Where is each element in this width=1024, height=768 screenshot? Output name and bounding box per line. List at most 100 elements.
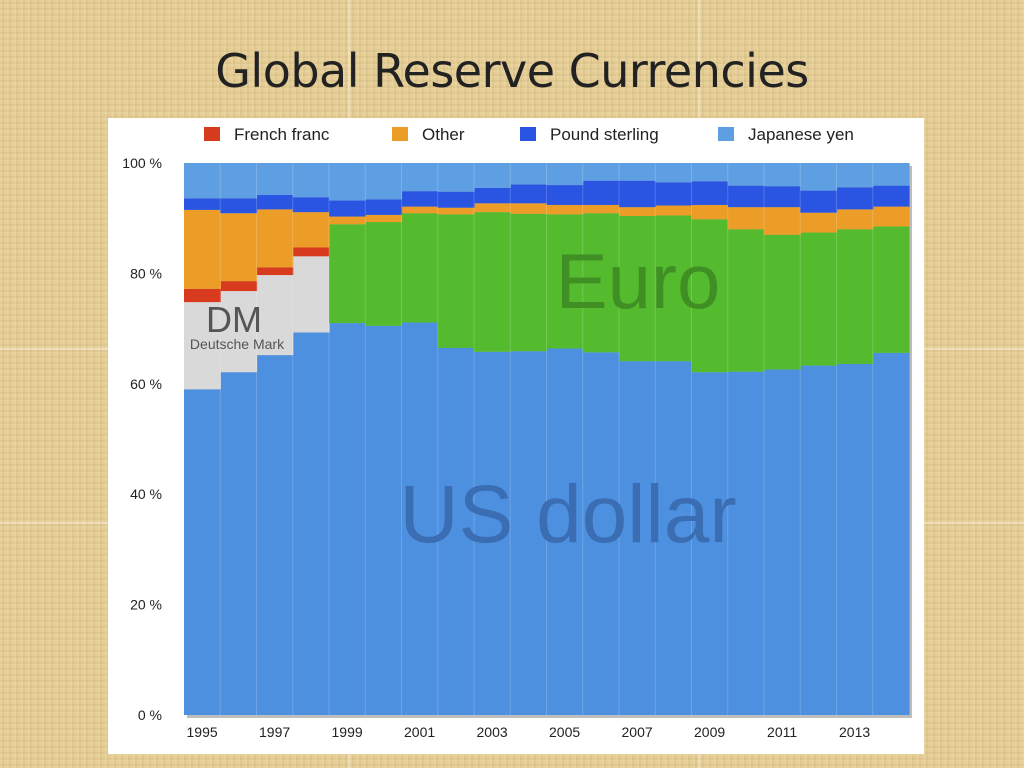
area-segment-other: [474, 203, 511, 213]
area-segment-french-franc: [292, 247, 330, 257]
area-segment-japanese-yen: [329, 163, 366, 201]
legend-swatch-french-franc: [204, 127, 220, 141]
area-segment-euro: [872, 226, 910, 353]
legend-label-other: Other: [422, 125, 465, 144]
area-segment-us-dollar: [365, 325, 403, 715]
series-label-us-dollar: US dollar: [399, 469, 736, 560]
area-segment-other: [582, 204, 620, 214]
area-segment-other: [764, 207, 801, 235]
y-tick-label: 100 %: [122, 155, 162, 171]
area-segment-euro: [800, 232, 838, 366]
area-segment-japanese-yen: [546, 163, 584, 186]
area-segment-euro: [510, 213, 548, 352]
area-segment-pound-sterling: [582, 180, 620, 205]
area-segment-pound-sterling: [401, 191, 439, 207]
area-segment-japanese-yen: [800, 163, 838, 191]
area-segment-pound-sterling: [691, 181, 729, 205]
x-tick-label: 2001: [404, 724, 435, 740]
series-label-dm: DM: [206, 299, 262, 340]
area-segment-pound-sterling: [292, 197, 330, 213]
y-tick-label: 0 %: [138, 707, 162, 723]
area-segment-other: [727, 207, 765, 230]
area-segment-pound-sterling: [365, 199, 403, 215]
x-tick-label: 1995: [187, 724, 218, 740]
area-segment-us-dollar: [655, 361, 693, 715]
area-segment-us-dollar: [619, 361, 656, 715]
area-segment-pound-sterling: [437, 191, 475, 208]
area-segment-pound-sterling: [184, 198, 221, 210]
area-segment-euro: [329, 224, 366, 324]
chart-panel: 0 % 20 % 40 % 60 % 80 % 100 % 1995 1997 1999 2001…: [108, 118, 924, 754]
area-segment-us-dollar: [184, 389, 221, 715]
area-segment-japanese-yen: [365, 163, 403, 200]
area-segment-japanese-yen: [437, 163, 475, 192]
area-segment-japanese-yen: [582, 163, 620, 181]
area-segment-pound-sterling: [727, 185, 765, 208]
area-segment-pound-sterling: [872, 185, 910, 207]
area-segment-euro: [546, 214, 584, 349]
area-segment-pound-sterling: [474, 187, 511, 204]
area-segment-us-dollar: [256, 355, 294, 715]
area-segment-japanese-yen: [292, 163, 330, 198]
area-segment-pound-sterling: [655, 182, 693, 206]
area-segment-japanese-yen: [184, 163, 221, 199]
area-segment-euro: [655, 215, 693, 362]
area-segment-other: [437, 207, 475, 215]
y-tick-label: 40 %: [130, 486, 162, 502]
area-segment-deutsche-mark: [256, 275, 294, 356]
series-sublabel-deutsche-mark: Deutsche Mark: [190, 336, 285, 352]
area-segment-other: [510, 203, 548, 214]
area-segment-deutsche-mark: [220, 291, 258, 373]
area-segment-deutsche-mark: [292, 256, 330, 333]
area-segment-us-dollar: [292, 332, 330, 715]
x-tick-label: 1999: [332, 724, 363, 740]
area-segment-french-franc: [220, 281, 258, 292]
area-segment-japanese-yen: [691, 163, 729, 182]
area-segment-other: [220, 213, 258, 282]
area-segment-euro: [474, 212, 511, 352]
x-tick-label: 2005: [549, 724, 580, 740]
area-segment-pound-sterling: [800, 190, 838, 213]
legend-swatch-japanese-yen: [718, 127, 734, 141]
area-segment-us-dollar: [220, 372, 258, 715]
area-segment-japanese-yen: [764, 163, 801, 187]
area-segment-japanese-yen: [836, 163, 874, 188]
area-segment-other: [655, 205, 693, 216]
area-segment-euro: [365, 222, 403, 326]
area-segment-pound-sterling: [329, 200, 366, 217]
area-segment-us-dollar: [437, 347, 475, 715]
area-segment-pound-sterling: [836, 187, 874, 210]
area-segment-japanese-yen: [655, 163, 693, 183]
area-segment-japanese-yen: [510, 163, 548, 185]
x-tick-label: 2011: [767, 724, 797, 740]
page-title: Global Reserve Currencies: [215, 44, 809, 98]
area-segment-us-dollar: [764, 369, 801, 715]
x-tick-label: 2003: [477, 724, 508, 740]
area-segment-us-dollar: [474, 351, 511, 715]
area-segment-us-dollar: [836, 363, 874, 715]
x-tick-label: 2007: [622, 724, 653, 740]
area-segment-us-dollar: [546, 348, 584, 715]
area-segment-euro: [619, 215, 656, 362]
area-segment-other: [546, 204, 584, 215]
legend-label-french-franc: French franc: [234, 125, 330, 144]
area-segment-us-dollar: [510, 351, 548, 715]
area-segment-us-dollar: [872, 352, 910, 715]
area-segment-euro: [437, 214, 475, 348]
area-segment-other: [836, 209, 874, 230]
area-segment-us-dollar: [329, 323, 366, 715]
area-segment-japanese-yen: [220, 163, 258, 199]
area-segment-other: [256, 209, 294, 268]
series-label-euro: Euro: [556, 237, 721, 325]
area-segment-other: [329, 216, 366, 225]
area-segment-euro: [691, 219, 729, 373]
area-segment-euro: [582, 213, 620, 353]
area-segment-japanese-yen: [727, 163, 765, 186]
area-segment-euro: [401, 213, 439, 323]
area-segment-euro: [764, 234, 801, 370]
legend-swatch-other: [392, 127, 408, 141]
area-segment-french-franc: [184, 288, 221, 303]
area-segment-japanese-yen: [256, 163, 294, 196]
area-segment-japanese-yen: [401, 163, 439, 192]
area-segment-pound-sterling: [220, 198, 258, 214]
